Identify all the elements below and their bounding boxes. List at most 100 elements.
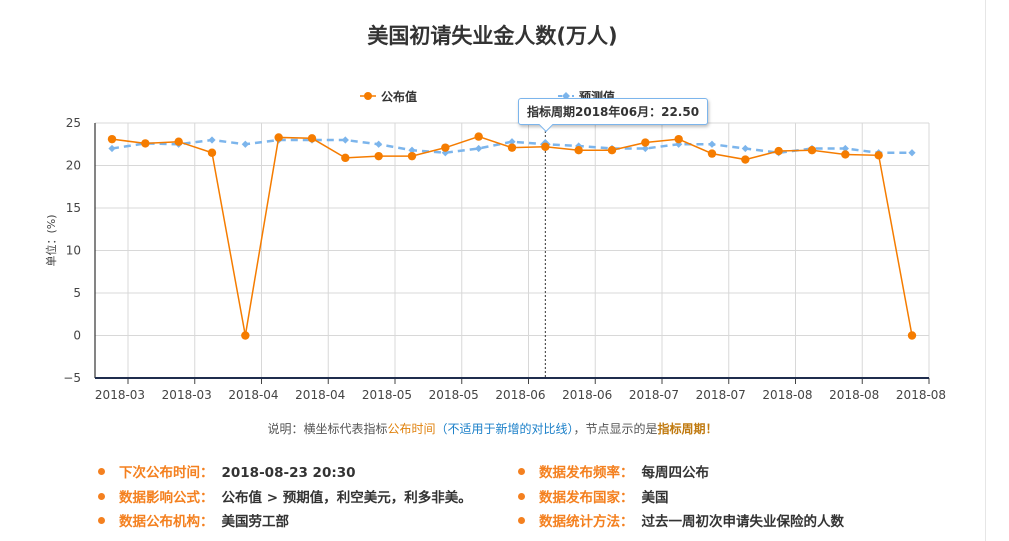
published-point[interactable] [674, 134, 683, 144]
bullet-icon [518, 492, 525, 500]
published-point[interactable] [874, 151, 883, 160]
published-point[interactable] [741, 155, 750, 164]
y-tick-label: 15 [66, 201, 81, 215]
bullet-icon [518, 516, 525, 524]
x-tick-label: 2018-08 [896, 388, 946, 402]
forecast-point[interactable] [408, 146, 416, 154]
agency-value: 美国劳工部 [221, 514, 290, 530]
published-point[interactable] [574, 146, 583, 155]
published-point[interactable] [907, 331, 917, 340]
chart-title: 美国初请失业金人数(万人) [367, 24, 618, 48]
legend-published-label[interactable]: 公布值 [381, 89, 417, 104]
published-point[interactable] [641, 138, 650, 147]
published-point[interactable] [774, 146, 783, 156]
forecast-point[interactable] [708, 140, 716, 148]
note-period: 指标周期 [657, 422, 706, 436]
bullet-icon [518, 467, 525, 475]
formula-value: 公布值 > 预期值，利空美元，利多非美。 [221, 490, 472, 506]
info-agency: 数据公布机构： 美国劳工部 [98, 510, 289, 530]
y-axis-label: 单位：(%) [44, 214, 58, 266]
frequency-value: 每周四公布 [641, 465, 710, 481]
x-tick-label: 2018-06 [495, 388, 545, 402]
published-point[interactable] [707, 149, 717, 158]
info-country: 数据发布国家： 美国 [518, 486, 669, 506]
bullet-icon [98, 516, 105, 524]
published-point[interactable] [507, 143, 517, 152]
y-tick-label: 0 [73, 329, 81, 343]
published-point[interactable] [407, 151, 417, 161]
forecast-point[interactable] [908, 149, 916, 157]
published-point[interactable] [441, 143, 450, 152]
forecast-point[interactable] [208, 136, 216, 144]
x-tick-label: 2018-05 [429, 388, 479, 402]
forecast-point[interactable] [841, 144, 849, 153]
x-tick-label: 2018-03 [162, 388, 212, 402]
published-point[interactable] [807, 146, 817, 155]
next-release-value: 2018-08-23 20:30 [221, 465, 356, 481]
forecast-point[interactable] [475, 144, 483, 153]
forecast-point[interactable] [241, 140, 249, 148]
note-exclaim: ！ [705, 422, 718, 436]
y-tick-label: 5 [73, 286, 81, 300]
forecast-point[interactable] [741, 144, 749, 153]
tooltip: 指标周期2018年06月：22.50 [518, 98, 709, 125]
forecast-point[interactable] [341, 136, 349, 144]
published-point[interactable] [307, 134, 317, 143]
published-point[interactable] [274, 133, 283, 142]
chart-note: 说明：横坐标代表指标公布时间（不适用于新增的对比线），节点显示的是指标周期！ [0, 420, 985, 437]
formula-label: 数据影响公式： [119, 490, 214, 506]
published-line[interactable] [111, 135, 913, 336]
info-method: 数据统计方法： 过去一周初次申请失业保险的人数 [518, 510, 844, 530]
x-tick-label: 2018-08 [829, 388, 879, 402]
published-point[interactable] [341, 153, 350, 163]
note-not-applicable: （不适用于新增的对比线） [435, 422, 574, 436]
bullet-icon [98, 492, 105, 500]
x-tick-label: 2018-08 [762, 388, 812, 402]
forecast-point[interactable] [641, 144, 649, 153]
right-border [985, 0, 986, 541]
published-point[interactable] [607, 146, 617, 155]
x-tick-label: 2018-04 [228, 388, 278, 402]
y-tick-label: 20 [66, 159, 81, 173]
method-label: 数据统计方法： [539, 514, 634, 530]
grid [95, 122, 930, 379]
published-point[interactable] [541, 142, 550, 151]
info-next-release: 下次公布时间： 2018-08-23 20:30 [98, 461, 356, 481]
published-point[interactable] [841, 150, 850, 159]
country-value: 美国 [641, 490, 669, 506]
published-point[interactable] [474, 132, 483, 141]
info-formula: 数据影响公式： 公布值 > 预期值，利空美元，利多非美。 [98, 486, 472, 506]
x-tick-label: 2018-04 [295, 388, 345, 402]
axes: −5 0 5 10 15 20 25 2018-03 2018-03 2018-04 2018-04… [44, 116, 946, 402]
published-point[interactable] [374, 151, 383, 161]
next-release-label: 下次公布时间： [119, 465, 214, 481]
published-point[interactable] [207, 148, 217, 157]
x-tick-label: 2018-05 [362, 388, 412, 402]
note-middle: ，节点显示的是 [573, 422, 658, 436]
forecast-point[interactable] [508, 138, 516, 146]
y-tick-label: 10 [66, 244, 81, 258]
legend-published-marker[interactable] [364, 92, 372, 100]
x-tick-label: 2018-07 [696, 388, 746, 402]
series-layer[interactable] [107, 132, 917, 340]
note-publish-time: 公布时间 [387, 422, 436, 436]
method-value: 过去一周初次申请失业保险的人数 [641, 514, 845, 530]
agency-label: 数据公布机构： [119, 514, 214, 530]
x-tick-label: 2018-06 [562, 388, 612, 402]
x-tick-label: 2018-03 [95, 388, 145, 402]
y-tick-label: −5 [63, 371, 81, 385]
bullet-icon [98, 467, 105, 475]
published-point[interactable] [107, 134, 117, 144]
published-point[interactable] [241, 331, 250, 340]
y-tick-label: 25 [66, 116, 81, 130]
info-frequency: 数据发布频率： 每周四公布 [518, 461, 709, 481]
published-point[interactable] [141, 139, 150, 148]
forecast-point[interactable] [375, 140, 383, 148]
x-tick-label: 2018-07 [629, 388, 679, 402]
frequency-label: 数据发布频率： [539, 465, 634, 481]
country-label: 数据发布国家： [539, 490, 634, 506]
forecast-point[interactable] [108, 144, 116, 153]
note-prefix: 说明：横坐标代表指标 [267, 422, 388, 436]
published-point[interactable] [174, 137, 183, 146]
